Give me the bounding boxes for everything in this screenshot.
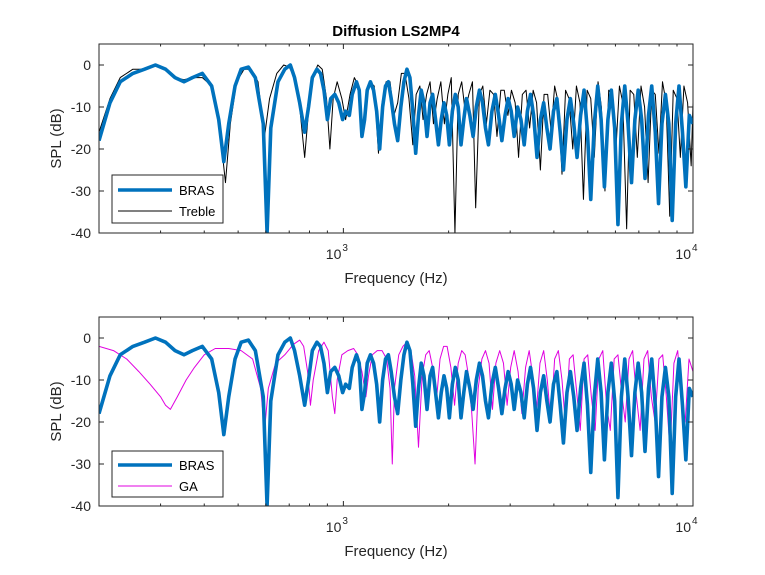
top-axes: Diffusion LS2MP4 0-10-20-30-40 10 3 10 4 Fr…	[48, 23, 698, 287]
y-tick-label: -40	[71, 225, 91, 241]
legend-label-ga: GA	[179, 479, 198, 494]
x-tick-exponent: 4	[692, 243, 698, 254]
y-tick-label: 0	[83, 330, 91, 346]
legend-label-treble: Treble	[179, 204, 215, 219]
chart-title: Diffusion LS2MP4	[332, 23, 460, 40]
axes-box	[98, 43, 694, 234]
y-tick-label: -20	[71, 414, 91, 430]
x-axis-label: Frequency (Hz)	[344, 270, 447, 287]
legend-box	[111, 174, 224, 224]
y-tick-label: 0	[83, 57, 91, 73]
x-axis-label: Frequency (Hz)	[344, 543, 447, 560]
legend-label-bras: BRAS	[179, 183, 215, 198]
x-tick-label: 10	[326, 246, 342, 262]
x-tick-exponent: 3	[342, 243, 348, 254]
y-axis-label: SPL (dB)	[48, 108, 65, 168]
legend: BRAS Treble	[111, 174, 224, 224]
x-tick-label: 10	[675, 519, 691, 535]
bottom-axes: 0-10-20-30-40 10 3 10 4 Frequency (Hz) SPL …	[48, 316, 698, 560]
y-tick-label: -20	[71, 141, 91, 157]
x-tick-label: 10	[675, 246, 691, 262]
legend-box	[111, 450, 224, 498]
legend: BRAS GA	[111, 450, 224, 498]
legend-label-bras: BRAS	[179, 458, 215, 473]
y-tick-label: -40	[71, 498, 91, 514]
axes-box	[98, 316, 694, 507]
series-line-bras	[99, 63, 693, 233]
x-tick-exponent: 3	[342, 516, 348, 527]
y-axis-label: SPL (dB)	[48, 381, 65, 441]
y-tick-label: -30	[71, 456, 91, 472]
series-line-bras	[99, 336, 693, 506]
y-tick-label: -10	[71, 372, 91, 388]
x-tick-label: 10	[326, 519, 342, 535]
x-tick-exponent: 4	[692, 516, 698, 527]
y-tick-label: -10	[71, 99, 91, 115]
y-tick-label: -30	[71, 183, 91, 199]
